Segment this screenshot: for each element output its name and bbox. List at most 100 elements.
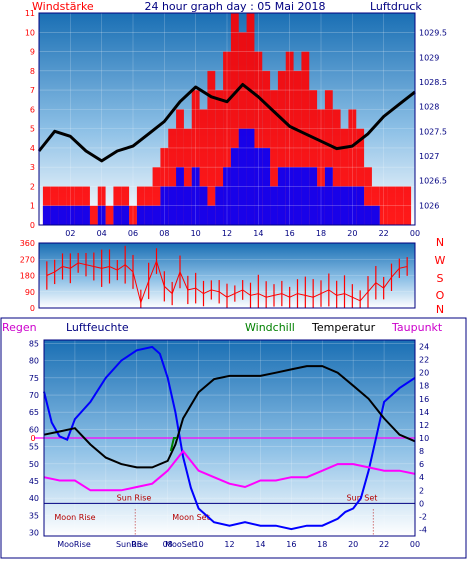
wind-speed-bar: [129, 205, 137, 225]
pressure-y-tick-label: 1029.5: [419, 29, 447, 38]
wind-speed-bar: [82, 186, 90, 225]
wind-speed-bar: [144, 186, 153, 225]
temperature-y-tick-label: 20: [419, 369, 429, 378]
wind-gust-bar: [66, 205, 75, 225]
wind-gust-bar: [42, 205, 51, 225]
humidity-y-tick-label: 60: [29, 425, 39, 434]
wind-gust-bar: [152, 205, 161, 225]
temperature-y-tick-label: -4: [419, 525, 427, 534]
wind-gust-bar: [262, 147, 271, 225]
wind-x-tick-label: 22: [379, 229, 389, 238]
direction-y-tick-label: 270: [20, 255, 35, 264]
wind-speed-bar: [152, 167, 161, 225]
pressure-y-tick-label: 1029: [419, 53, 439, 62]
temperature-y-tick-label: 4: [419, 473, 424, 482]
wind-gust-bar: [238, 128, 247, 225]
wind-y-tick-label: 6: [30, 105, 35, 114]
wind-speed-bar: [191, 90, 200, 225]
temperatur-line: [43, 365, 416, 469]
temperature-y-tick-label: 22: [419, 356, 429, 365]
wind-speed-bar: [238, 32, 247, 225]
legend-regen: Regen: [2, 321, 37, 334]
temperature-y-tick-label: 2: [419, 486, 424, 495]
wind-gust-bar: [301, 167, 310, 225]
wind-gust-bar: [277, 167, 286, 225]
wind-speed-bar: [136, 186, 145, 225]
direction-letter: S: [437, 272, 444, 285]
wind-gust-bar: [82, 205, 90, 225]
wind-speed-bar: [285, 51, 294, 225]
temperature-y-tick-label: 10: [419, 434, 429, 443]
temperature-y-tick-label: 18: [419, 382, 429, 391]
wind-speed-bar: [403, 186, 412, 225]
direction-y-axis: 0 90 180 270 360: [20, 239, 35, 313]
humidity-line: [43, 345, 416, 531]
temp-panel-frame: [43, 339, 416, 537]
wind-gust-bar: [97, 205, 106, 225]
temp-x-tick-label: 10: [193, 540, 203, 549]
wind-y-tick-label: 1: [30, 202, 35, 211]
wind-gust-bar: [207, 205, 216, 225]
wind-speed-bar: [58, 186, 67, 225]
wind-gust-bar: [254, 147, 263, 225]
wind-y-tick-label: 10: [25, 28, 35, 37]
wind-y-tick-label: 3: [30, 163, 35, 172]
temperature-y-tick-label: 16: [419, 395, 429, 404]
wind-x-tick-label: 12: [222, 229, 232, 238]
temp-x-axis: 06 08 10 12 14 16 18 20 22 00 MooRise SunRise MooSet: [57, 540, 420, 549]
temperature-y-tick-label: 14: [419, 408, 429, 417]
temp-x-tick-label: 00: [410, 540, 420, 549]
wind-x-tick-label: 18: [316, 229, 326, 238]
bottom-moon-set-label: MooSet: [165, 540, 195, 549]
bottom-moon-rise-label: MooRise: [57, 540, 91, 549]
legend-taupunkt: Taupunkt: [391, 321, 443, 334]
wind-speed-bar: [207, 70, 216, 226]
wind-speed-bar: [199, 109, 208, 225]
wind-gust-bar: [176, 167, 184, 225]
wind-x-tick-label: 20: [347, 229, 357, 238]
wind-speed-bar: [183, 128, 192, 225]
chart-title: 24 hour graph day : 05 Mai 2018: [144, 0, 325, 13]
wind-gust-bar: [160, 186, 169, 225]
moon-rise-label: Moon Rise: [54, 513, 95, 522]
pressure-y-tick-label: 1027: [419, 152, 439, 161]
wind-gust-bar: [371, 205, 380, 225]
wind-gust-bar: [136, 205, 145, 225]
wind-speed-bar: [348, 109, 357, 225]
direction-letter: W: [435, 254, 446, 267]
wind-x-tick-label: 10: [191, 229, 201, 238]
humidity-y-tick-label: 35: [29, 511, 39, 520]
wind-speed-bar: [371, 186, 380, 225]
pressure-y-tick-label: 1028: [419, 103, 439, 112]
wind-x-tick-label: 00: [410, 229, 420, 238]
wind-speed-bar: [254, 51, 263, 225]
wind-x-tick-label: 04: [97, 229, 107, 238]
direction-letter: N: [436, 236, 444, 249]
humidity-y-tick-label: 40: [29, 494, 39, 503]
direction-line: [46, 259, 408, 305]
wind-speed-bar: [332, 109, 341, 225]
wind-gust-bar: [223, 167, 231, 225]
wind-speed-bar: [168, 128, 177, 225]
wind-speed-bar: [277, 70, 286, 226]
humidity-y-tick-label: 55: [29, 443, 39, 452]
pressure-y-tick-label: 1026.5: [419, 177, 447, 186]
wind-speed-bar: [293, 70, 302, 226]
humidity-y-axis: 30 35 40 45 50 55 60 65 70 75 80 85: [29, 339, 39, 537]
wind-gust-bar: [246, 128, 255, 225]
wind-gust-bar: [121, 205, 130, 225]
wind-speed-bar: [324, 90, 333, 225]
direction-y-tick-label: 0: [30, 304, 35, 313]
wind-y-tick-label: 0: [30, 221, 35, 230]
wind-bars: [42, 13, 412, 226]
temperature-y-tick-label: 24: [419, 343, 429, 352]
wind-y-tick-label: 2: [30, 182, 35, 191]
wind-y-tick-label: 5: [30, 125, 35, 134]
humidity-y-tick-label: 75: [29, 374, 39, 383]
humidity-y-tick-label: 45: [29, 477, 39, 486]
humidity-y-tick-label: 50: [29, 460, 39, 469]
pressure-y-tick-label: 1026: [419, 201, 439, 210]
wind-gust-bar: [191, 167, 200, 225]
